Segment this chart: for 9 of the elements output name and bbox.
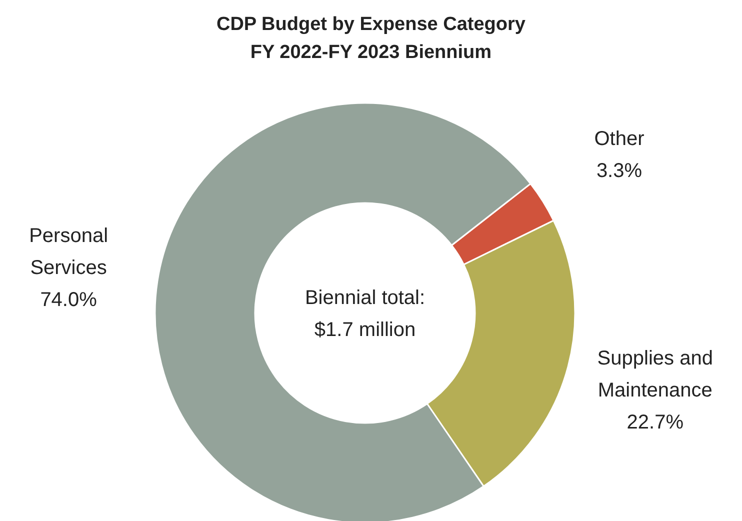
slice-label: Other [594, 128, 645, 150]
chart-subtitle: FY 2022-FY 2023 Biennium [250, 42, 492, 63]
data-label: 74.0% [40, 289, 98, 312]
data-label: 22.7% [626, 411, 684, 434]
slice-label: Personal Services [29, 225, 108, 280]
text: Biennial total: $1.7 million [304, 287, 426, 341]
slice-label: Supplies and Maintenance [597, 347, 713, 402]
data-label: 3.3% [596, 160, 642, 182]
chart-title: CDP Budget by Expense Category [216, 14, 526, 35]
